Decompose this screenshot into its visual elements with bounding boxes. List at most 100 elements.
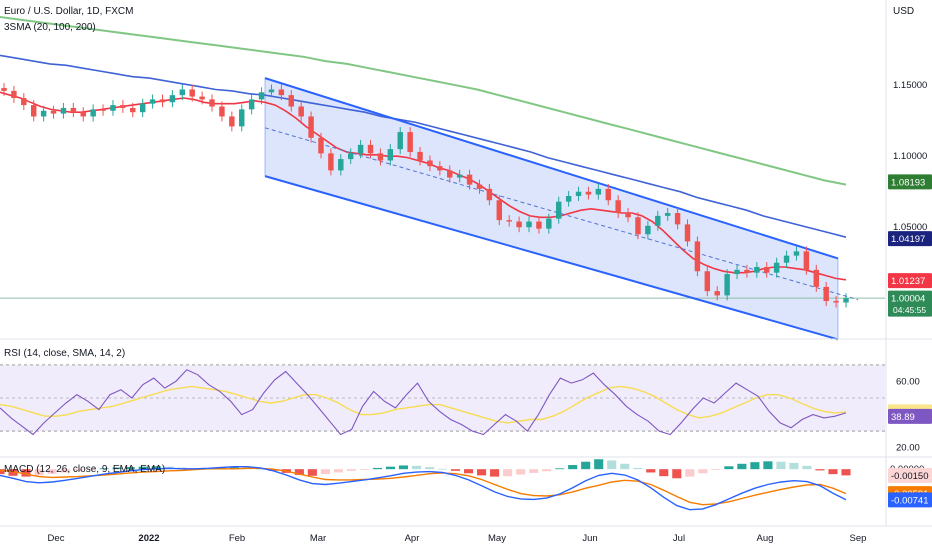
price-candle[interactable]: [100, 104, 106, 116]
price-candle[interactable]: [674, 208, 681, 230]
price-candle[interactable]: [268, 84, 275, 98]
macd-histogram-bar[interactable]: [112, 467, 122, 470]
price-candle[interactable]: [496, 195, 503, 226]
price-candle[interactable]: [159, 94, 166, 108]
macd-histogram-bar[interactable]: [763, 461, 773, 470]
macd-histogram-bar[interactable]: [776, 461, 786, 470]
price-candle[interactable]: [773, 257, 780, 278]
macd-histogram-bar[interactable]: [711, 469, 721, 470]
macd-histogram-bar[interactable]: [698, 469, 708, 474]
time-axis[interactable]: Dec 2022 Feb Mar Apr May Jun Jul Aug Sep: [48, 533, 867, 544]
price-candle[interactable]: [516, 216, 522, 233]
price-candle[interactable]: [397, 127, 403, 155]
price-candle[interactable]: [744, 264, 750, 278]
price-candle[interactable]: [229, 111, 235, 132]
price-candle[interactable]: [546, 213, 552, 234]
price-candle[interactable]: [258, 87, 265, 105]
macd-histogram-bar[interactable]: [646, 469, 656, 473]
macd-histogram-bar[interactable]: [34, 469, 44, 476]
price-candle[interactable]: [684, 219, 691, 247]
price-candle[interactable]: [1, 83, 7, 96]
macd-histogram-bar[interactable]: [424, 467, 435, 470]
price-candle[interactable]: [407, 127, 413, 157]
price-candle[interactable]: [248, 94, 255, 115]
price-candle[interactable]: [308, 111, 314, 143]
macd-histogram-bar[interactable]: [450, 469, 461, 471]
macd-histogram-bar[interactable]: [437, 468, 448, 470]
macd-histogram-bar[interactable]: [268, 469, 278, 471]
macd-histogram-bar[interactable]: [60, 469, 70, 473]
price-candle[interactable]: [367, 139, 374, 159]
macd-histogram-bar[interactable]: [581, 461, 591, 470]
macd-histogram-bar[interactable]: [73, 469, 83, 471]
price-candle[interactable]: [130, 102, 136, 118]
price-candle[interactable]: [585, 186, 592, 200]
macd-histogram-bar[interactable]: [555, 468, 565, 470]
price-candle[interactable]: [278, 84, 285, 101]
price-candle[interactable]: [645, 220, 651, 240]
price-candle[interactable]: [526, 216, 532, 233]
price-candle[interactable]: [347, 148, 354, 165]
price-candle[interactable]: [328, 148, 334, 176]
macd-histogram-bar[interactable]: [294, 469, 304, 475]
price-candle[interactable]: [169, 90, 176, 108]
price-candle[interactable]: [357, 139, 364, 159]
macd-histogram-bar[interactable]: [841, 469, 851, 476]
macd-histogram-bar[interactable]: [372, 467, 383, 470]
price-candle[interactable]: [90, 104, 96, 122]
price-candle[interactable]: [120, 100, 126, 113]
macd-histogram-bar[interactable]: [529, 469, 539, 473]
price-candle[interactable]: [437, 161, 443, 176]
macd-histogram-bar[interactable]: [750, 462, 760, 470]
price-candle[interactable]: [536, 216, 542, 234]
price-candle[interactable]: [60, 102, 67, 119]
macd-histogram-bar[interactable]: [411, 465, 422, 470]
macd-histogram-bar[interactable]: [307, 469, 317, 476]
channel-lower-line[interactable]: [264, 175, 839, 341]
pane-separators[interactable]: [0, 0, 932, 527]
macd-histogram-bar[interactable]: [21, 469, 31, 477]
macd-histogram-bar[interactable]: [125, 467, 135, 470]
price-candle[interactable]: [447, 165, 453, 183]
macd-histogram-bar[interactable]: [659, 469, 669, 477]
price-axis[interactable]: 1.150001.100001.050001.000001.081931.041…: [888, 80, 932, 508]
price-candle[interactable]: [843, 293, 849, 308]
price-candle[interactable]: [427, 155, 433, 172]
macd-histogram-bar[interactable]: [151, 466, 161, 470]
price-candle[interactable]: [149, 94, 156, 109]
price-candle[interactable]: [189, 84, 195, 102]
price-candle[interactable]: [476, 179, 483, 194]
price-candle[interactable]: [219, 101, 225, 122]
price-candle[interactable]: [704, 266, 711, 297]
macd-histogram-bar[interactable]: [477, 469, 487, 476]
price-candle[interactable]: [179, 84, 186, 101]
price-candle[interactable]: [625, 208, 631, 223]
macd-histogram-bar[interactable]: [255, 468, 265, 470]
macd-histogram-bar[interactable]: [503, 469, 513, 477]
macd-histogram-bar[interactable]: [789, 462, 799, 470]
channel-upper-line[interactable]: [264, 77, 839, 260]
price-candle[interactable]: [298, 101, 304, 122]
price-candle[interactable]: [615, 195, 621, 218]
macd-histogram-bar[interactable]: [320, 469, 330, 475]
macd-histogram-bar[interactable]: [828, 469, 838, 475]
price-candle[interactable]: [318, 132, 324, 159]
macd-histogram-bar[interactable]: [672, 469, 682, 479]
macd-histogram-bar[interactable]: [633, 467, 643, 470]
price-candle[interactable]: [793, 246, 800, 261]
price-candle[interactable]: [377, 148, 384, 166]
macd-histogram-bar[interactable]: [568, 465, 578, 470]
macd-pane[interactable]: [0, 459, 851, 511]
price-candle[interactable]: [734, 264, 740, 280]
macd-histogram-bar[interactable]: [47, 469, 57, 474]
macd-histogram-bar[interactable]: [8, 469, 18, 476]
price-candle[interactable]: [813, 264, 820, 292]
macd-histogram-bar[interactable]: [542, 469, 552, 472]
price-candle[interactable]: [239, 104, 245, 132]
macd-histogram-bar[interactable]: [398, 465, 409, 470]
price-candle[interactable]: [714, 286, 720, 301]
price-candle[interactable]: [199, 91, 205, 105]
macd-histogram-bar[interactable]: [0, 469, 5, 475]
price-candle[interactable]: [387, 144, 394, 166]
